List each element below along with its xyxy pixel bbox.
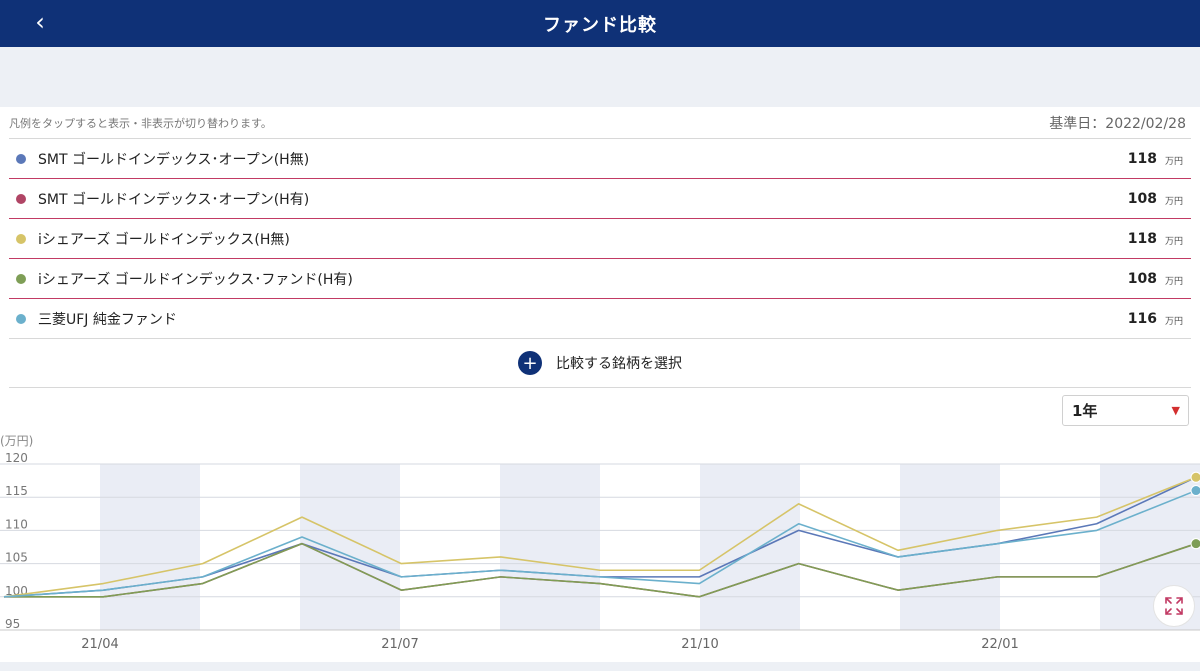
x-tick-label: 21/07: [381, 637, 418, 652]
page-title: ファンド比較: [543, 14, 657, 36]
month-band: [700, 464, 800, 630]
fund-unit: 万円: [1164, 157, 1183, 167]
header-spacer: [0, 47, 1200, 107]
fund-unit: 万円: [1164, 277, 1183, 287]
fund-value: 116: [1127, 310, 1157, 327]
fund-chart: 95 100 105 110 115 120 (万円) 21/04 21/07 21/10 22/0…: [0, 433, 1200, 663]
base-date: 基準日：2022/02/28: [1049, 116, 1186, 132]
y-tick-label: 120: [5, 451, 28, 465]
caret-down-icon: ▼: [1171, 404, 1180, 417]
fund-name: iシェアーズ ゴールドインデックス･ファンド(H有): [38, 271, 353, 288]
y-tick-label: 95: [5, 617, 20, 631]
fund-unit: 万円: [1164, 237, 1183, 247]
fund-name: iシェアーズ ゴールドインデックス(H無): [38, 231, 290, 248]
x-tick-label: 21/04: [81, 637, 118, 652]
legend-item[interactable]: iシェアーズ ゴールドインデックス･ファンド(H有) 108 万円: [9, 259, 1191, 299]
add-fund-button[interactable]: + 比較する銘柄を選択: [9, 339, 1191, 388]
series-end-point: [1190, 538, 1200, 550]
plus-icon: +: [518, 351, 542, 375]
period-value: 1年: [1072, 402, 1098, 420]
series-line: [4, 542, 1197, 598]
y-axis-label: (万円): [0, 434, 33, 448]
add-fund-label: 比較する銘柄を選択: [556, 356, 682, 372]
fund-name: SMT ゴールドインデックス･オープン(H有): [38, 191, 310, 208]
legend-item[interactable]: SMT ゴールドインデックス･オープン(H有) 108 万円: [9, 179, 1191, 219]
series-dot-icon: [16, 193, 26, 204]
legend-item[interactable]: 三菱UFJ 純金ファンド 116 万円: [9, 299, 1191, 339]
expand-icon: [1165, 597, 1183, 615]
month-band: [500, 464, 600, 630]
x-tick-label: 22/01: [981, 637, 1018, 652]
chevron-left-icon: ‹: [35, 8, 45, 36]
app-header: ‹ ファンド比較: [0, 0, 1200, 47]
series-dot-icon: [16, 233, 26, 244]
y-tick-label: 115: [5, 484, 28, 498]
series-dot-icon: [16, 153, 26, 164]
series-line: [3, 476, 1197, 598]
legend-item[interactable]: iシェアーズ ゴールドインデックス(H無) 118 万円: [9, 219, 1191, 259]
month-band: [100, 464, 200, 630]
series-line: [3, 489, 1197, 598]
series-dot-icon: [16, 273, 26, 284]
fund-value: 118: [1127, 230, 1157, 247]
fund-value: 108: [1127, 190, 1157, 207]
fund-unit: 万円: [1164, 197, 1183, 207]
period-select[interactable]: 1年 ▼: [1062, 395, 1189, 426]
series-dot-icon: [16, 313, 26, 324]
legend-hint: 凡例をタップすると表示・非表示が切り替わります。: [9, 117, 272, 130]
back-button[interactable]: ‹: [28, 8, 52, 36]
fund-value: 108: [1127, 270, 1157, 287]
series-end-point: [1190, 471, 1200, 483]
fund-value: 118: [1127, 150, 1157, 167]
fund-name: 三菱UFJ 純金ファンド: [38, 311, 177, 328]
legend-item[interactable]: SMT ゴールドインデックス･オープン(H無) 118 万円: [9, 138, 1191, 179]
y-tick-label: 105: [5, 551, 28, 565]
fund-name: SMT ゴールドインデックス･オープン(H無): [38, 151, 310, 168]
series-end-point: [1190, 485, 1200, 497]
fund-unit: 万円: [1164, 317, 1183, 327]
month-band: [300, 464, 400, 630]
y-tick-label: 110: [5, 517, 28, 531]
fund-legend: SMT ゴールドインデックス･オープン(H無) 118 万円 SMT ゴールドイ…: [9, 138, 1191, 339]
expand-chart-button[interactable]: [1153, 585, 1195, 627]
x-tick-label: 21/10: [681, 637, 718, 652]
